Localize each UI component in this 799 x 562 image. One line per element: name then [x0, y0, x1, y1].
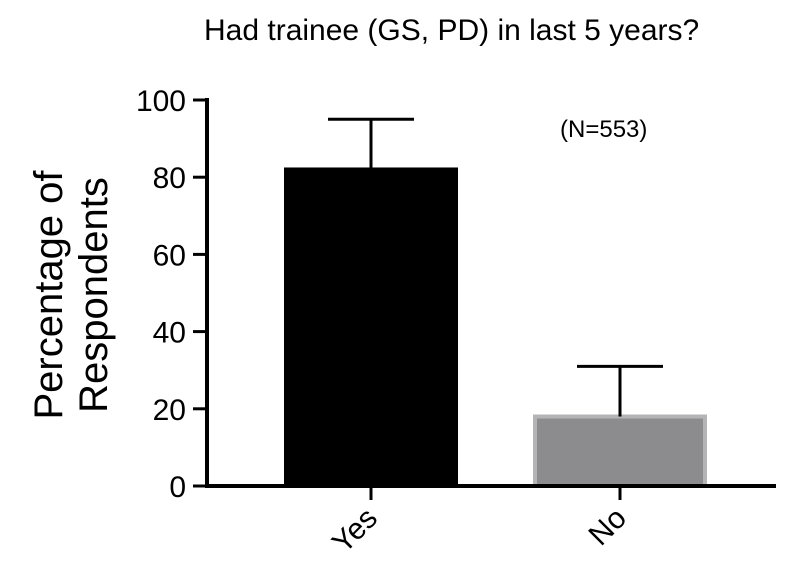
y-ticks: 0 20 40 60 80 100: [136, 85, 207, 504]
chart-title: Had trainee (GS, PD) in last 5 years?: [204, 14, 699, 47]
sample-size-annotation: (N=553): [560, 116, 647, 143]
x-tick-label: Yes: [326, 502, 384, 560]
x-tick-label: No: [582, 502, 632, 552]
error-bars: [328, 117, 663, 417]
y-tick-label: 60: [153, 239, 186, 272]
y-axis-label-line-1: Percentage of: [27, 170, 71, 420]
y-tick-label: 100: [136, 85, 186, 118]
bar-yes: [284, 167, 458, 488]
y-tick-label: 80: [153, 162, 186, 195]
bars: [284, 167, 707, 488]
y-tick-label: 40: [153, 317, 186, 350]
x-ticks: Yes No: [326, 486, 633, 560]
y-tick-label: 0: [169, 471, 186, 504]
y-tick-label: 20: [153, 394, 186, 427]
y-axis-label-line-2: Respondents: [72, 177, 116, 413]
bar-no: [533, 414, 707, 488]
